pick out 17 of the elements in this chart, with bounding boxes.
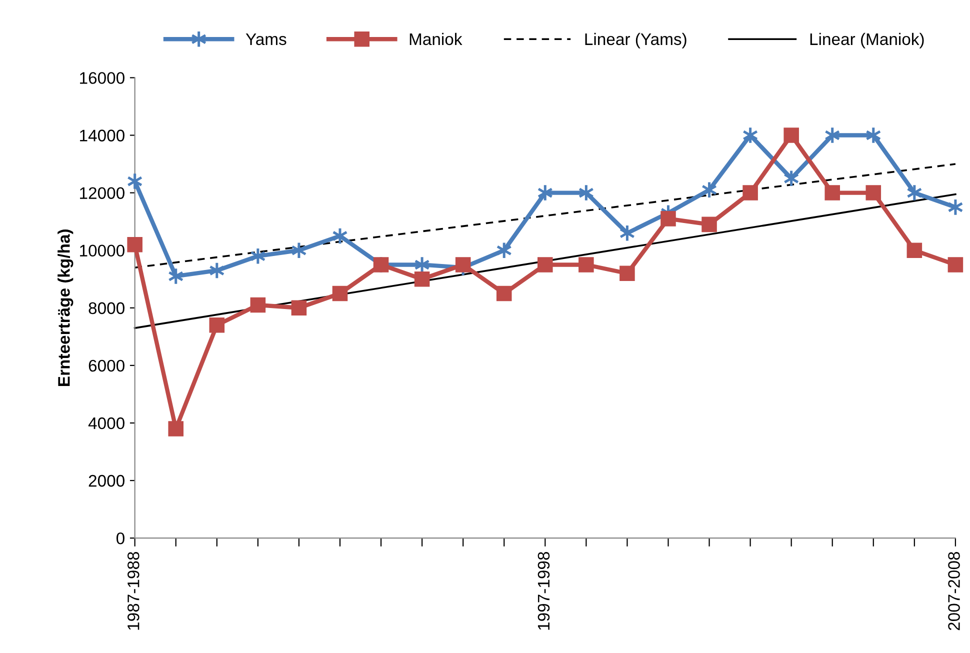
legend-label: Linear (Yams) (585, 32, 686, 48)
y-axis-title: Ernteerträge (kg/ha) (58, 230, 74, 386)
y-tick-label: 4000 (88, 417, 124, 430)
y-tick-label: 10000 (80, 244, 124, 257)
y-tick-label: 16000 (80, 72, 124, 84)
legend-label: Linear (Maniok) (810, 32, 924, 48)
legend-label: Maniok (410, 32, 462, 46)
y-tick-label: 0 (116, 532, 124, 544)
x-tick-label: 1987-1988 (128, 552, 140, 630)
y-tick-label: 14000 (80, 130, 124, 142)
y-tick-label: 2000 (88, 474, 124, 487)
legend-label: Yams (246, 33, 286, 46)
x-tick-label: 2007-2008 (948, 552, 960, 630)
y-tick-label: 8000 (88, 302, 124, 314)
x-tick-label: 1997-1998 (538, 552, 550, 630)
y-tick-label: 6000 (88, 360, 124, 372)
y-tick-label: 12000 (80, 187, 124, 199)
